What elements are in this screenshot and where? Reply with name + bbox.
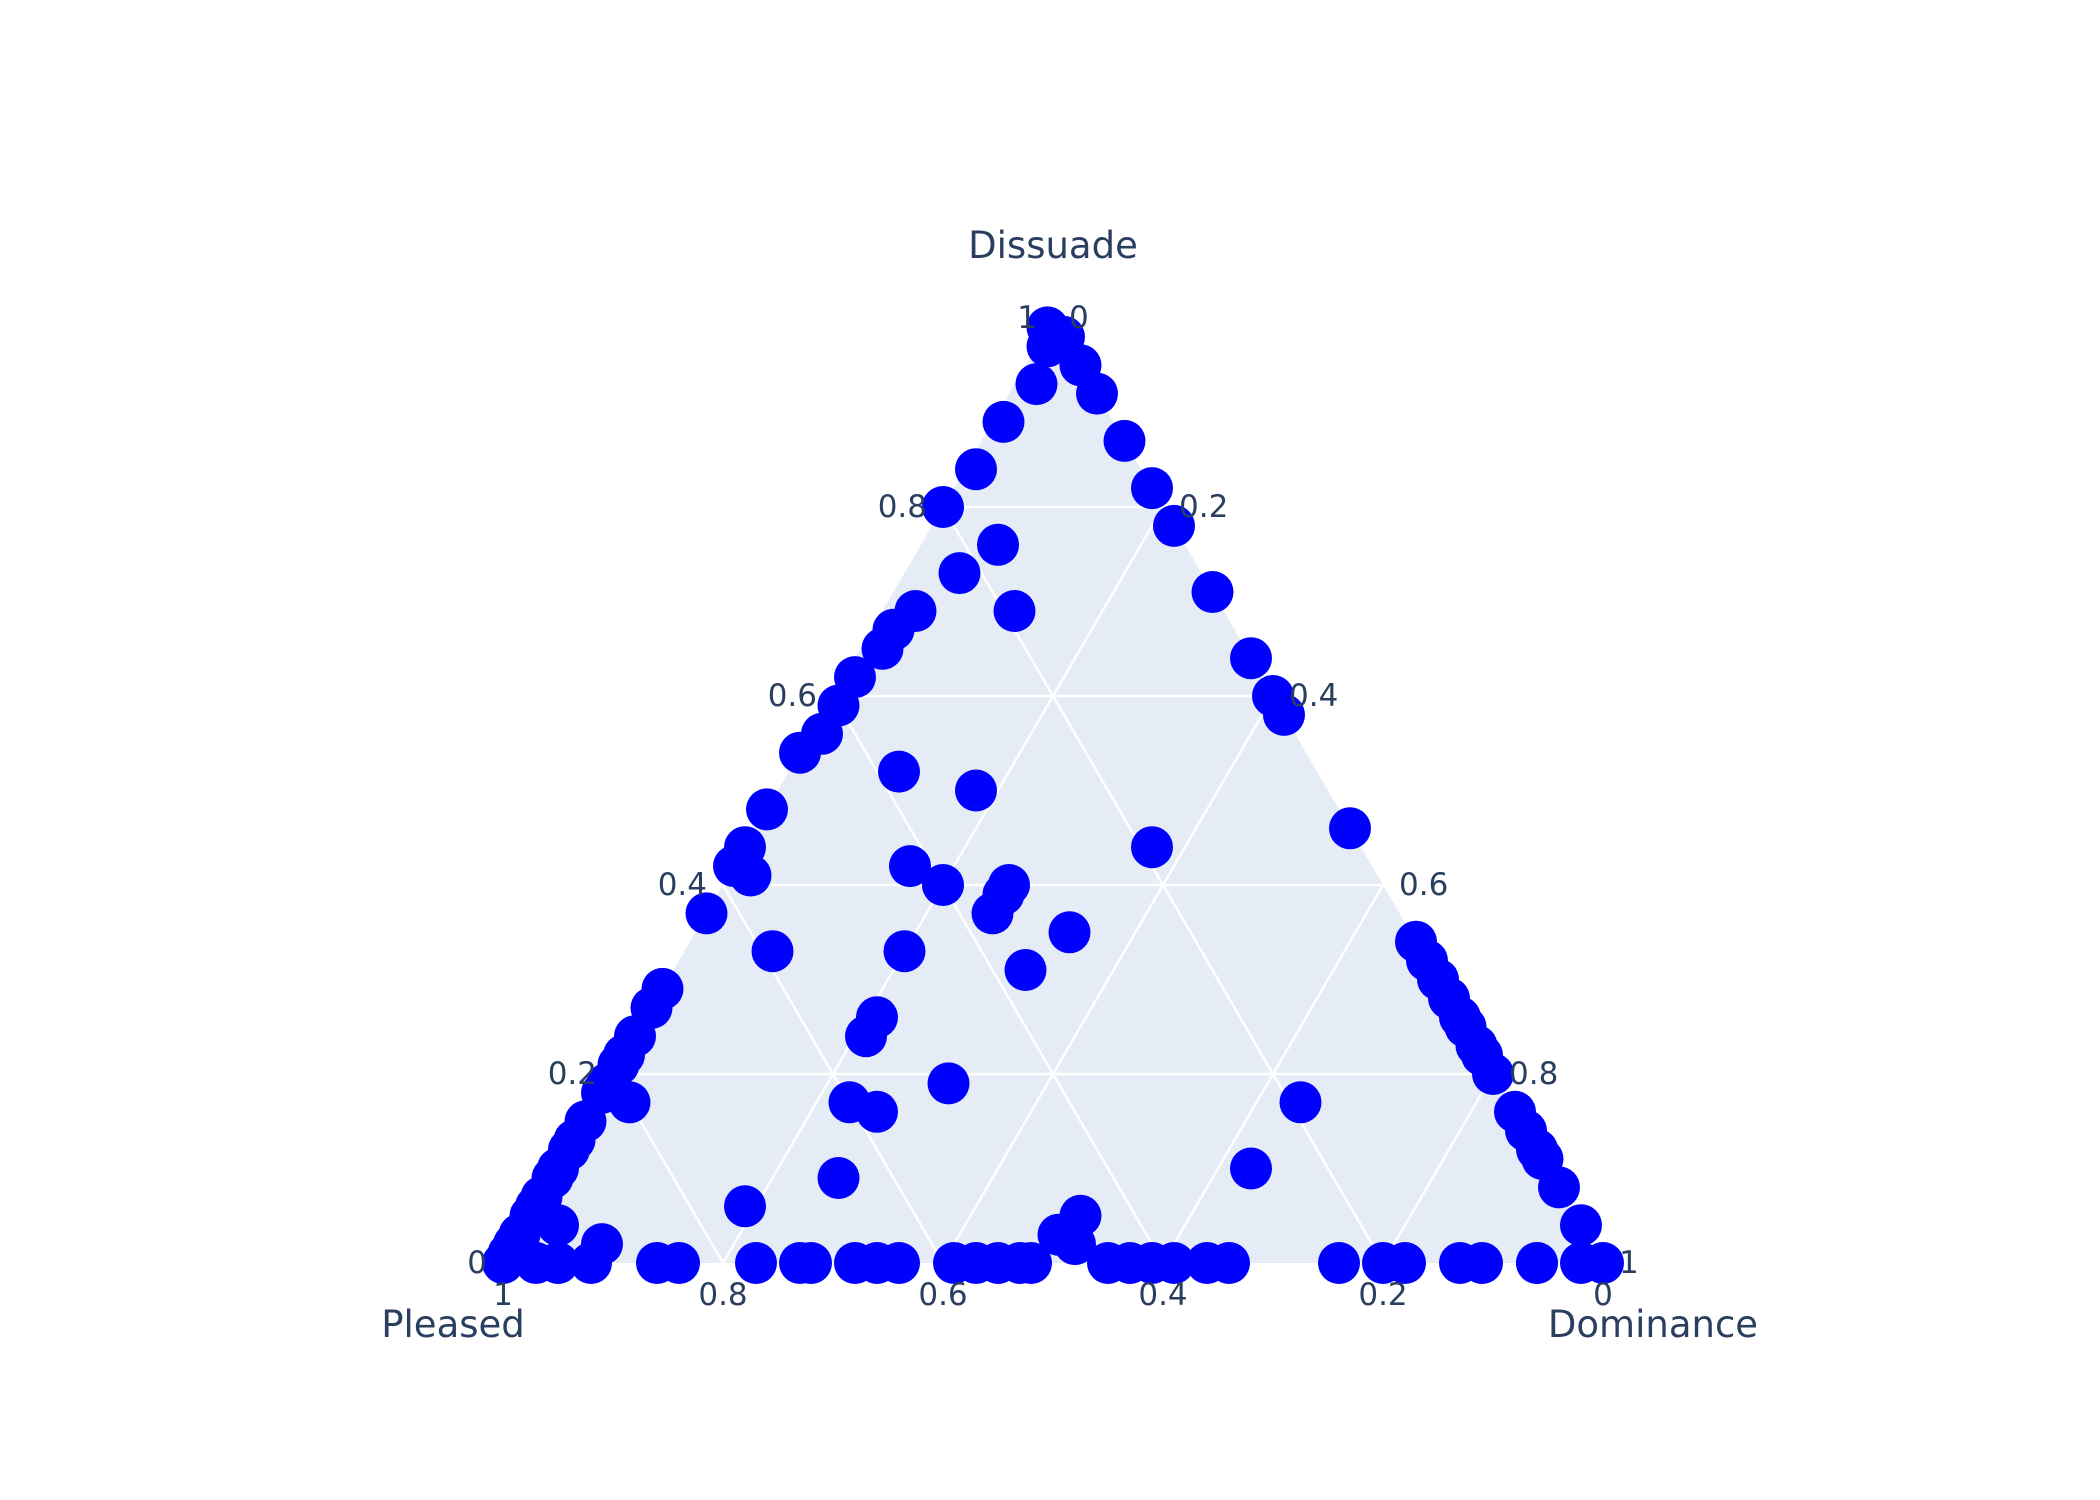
tick-label-dissuade: 0.2 bbox=[548, 1056, 597, 1092]
data-point bbox=[1048, 911, 1091, 954]
data-point bbox=[1384, 1242, 1426, 1284]
tick-labels: 00.20.40.60.81 00.20.40.60.8100.20.40.60.… bbox=[467, 300, 1638, 1313]
data-point bbox=[993, 590, 1036, 632]
tick-label-dominance: 1 bbox=[1619, 1245, 1639, 1281]
data-point bbox=[724, 1185, 766, 1228]
data-point bbox=[608, 1081, 651, 1124]
data-point bbox=[636, 1242, 678, 1284]
axis-title-dominance: Dominance bbox=[1548, 1303, 1758, 1346]
data-point bbox=[1318, 1242, 1360, 1284]
tick-label-dissuade: 0.4 bbox=[658, 867, 707, 903]
grid-line-dominance bbox=[941, 695, 1275, 1264]
tick-label-dissuade: 0.6 bbox=[768, 678, 817, 714]
data-point bbox=[735, 1242, 777, 1284]
axis-title-dissuade: Dissuade bbox=[968, 224, 1138, 267]
data-point bbox=[1010, 1242, 1052, 1284]
tick-label-pleased: 0 bbox=[1593, 1277, 1613, 1313]
data-point bbox=[856, 1090, 898, 1133]
data-point bbox=[1279, 1081, 1322, 1124]
grid-line-dominance bbox=[1381, 1073, 1495, 1264]
tick-label-dominance: 0.8 bbox=[1509, 1056, 1558, 1092]
grid-line-dominance bbox=[1161, 884, 1385, 1264]
data-point bbox=[685, 892, 728, 935]
data-point bbox=[878, 750, 920, 793]
tick-label-dissuade: 0 bbox=[467, 1245, 487, 1281]
data-point bbox=[1153, 504, 1195, 547]
data-point bbox=[537, 1204, 579, 1247]
data-point bbox=[1263, 693, 1305, 736]
data-point bbox=[922, 486, 964, 528]
data-point bbox=[889, 845, 931, 888]
data-point bbox=[922, 864, 964, 906]
data-point bbox=[878, 1242, 920, 1284]
tick-label-dominance: 0.6 bbox=[1399, 867, 1448, 903]
data-point bbox=[1131, 467, 1173, 510]
data-point bbox=[1582, 1242, 1624, 1284]
data-point bbox=[883, 930, 926, 973]
tick-label-dominance: 0 bbox=[1069, 300, 1089, 336]
tick-label-dissuade: 1 bbox=[1017, 300, 1037, 336]
data-point bbox=[790, 1242, 832, 1284]
data-point bbox=[1131, 1242, 1173, 1284]
data-points bbox=[482, 306, 1624, 1284]
data-point bbox=[1131, 826, 1173, 869]
data-point bbox=[971, 892, 1014, 935]
tick-label-pleased: 0.8 bbox=[698, 1277, 747, 1313]
tick-label-dissuade: 0.8 bbox=[878, 489, 927, 525]
data-point bbox=[1026, 325, 1069, 368]
data-point bbox=[1191, 571, 1234, 613]
tick-label-pleased: 0.4 bbox=[1138, 1277, 1187, 1313]
data-point bbox=[927, 1062, 970, 1105]
tick-label-dominance: 0.2 bbox=[1179, 489, 1228, 525]
data-point bbox=[1516, 1242, 1558, 1284]
data-point bbox=[1230, 637, 1272, 680]
data-point bbox=[515, 1242, 557, 1284]
grid-line-pleased bbox=[831, 695, 1165, 1264]
data-point bbox=[1208, 1242, 1250, 1284]
data-point bbox=[1560, 1204, 1602, 1247]
data-point bbox=[570, 1242, 612, 1284]
data-point bbox=[938, 552, 981, 595]
data-point bbox=[861, 627, 904, 670]
data-point bbox=[779, 731, 821, 774]
data-point bbox=[751, 930, 794, 973]
data-point bbox=[817, 1157, 860, 1199]
data-point bbox=[982, 400, 1025, 443]
data-point bbox=[955, 448, 997, 491]
data-point bbox=[1538, 1166, 1580, 1209]
data-point bbox=[977, 523, 1019, 566]
data-point bbox=[729, 854, 772, 897]
data-point bbox=[1004, 949, 1047, 991]
data-point bbox=[955, 769, 997, 812]
tick-label-pleased: 1 bbox=[493, 1277, 513, 1313]
data-point bbox=[1461, 1242, 1503, 1284]
plot-background bbox=[503, 318, 1603, 1263]
axis-title-pleased: Pleased bbox=[381, 1303, 525, 1346]
tick-label-pleased: 0.2 bbox=[1358, 1277, 1407, 1313]
data-point bbox=[1054, 1223, 1096, 1266]
data-point bbox=[482, 1242, 524, 1284]
data-point bbox=[1230, 1147, 1272, 1190]
data-point bbox=[845, 1015, 887, 1058]
data-point bbox=[1015, 363, 1058, 406]
data-point bbox=[1076, 372, 1118, 415]
data-point bbox=[1329, 807, 1371, 850]
data-point bbox=[746, 788, 788, 831]
tick-label-pleased: 0.6 bbox=[918, 1277, 967, 1313]
data-point bbox=[1103, 419, 1146, 462]
data-point bbox=[1472, 1053, 1514, 1095]
tick-label-dominance: 0.4 bbox=[1289, 678, 1338, 714]
